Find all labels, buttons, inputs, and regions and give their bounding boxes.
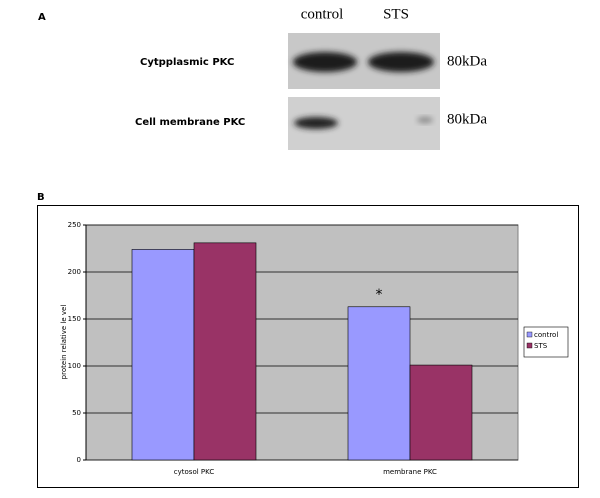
lane-label: STS <box>383 6 409 22</box>
x-tick-label: membrane PKC <box>383 468 437 476</box>
y-tick-label: 250 <box>68 221 81 229</box>
annotation: * <box>376 287 383 303</box>
bar <box>347 306 411 461</box>
legend-swatch <box>526 342 533 349</box>
blot-band <box>294 117 338 129</box>
row-label: Cytpplasmic PKC <box>140 57 234 68</box>
panel-label: B <box>37 192 45 203</box>
size-label: 80kDa <box>447 111 487 127</box>
blot-band <box>417 117 433 123</box>
legend-swatch <box>526 331 533 338</box>
y-tick-label: 150 <box>68 315 81 323</box>
y-tick-label: 100 <box>68 362 81 370</box>
lane-label: control <box>301 6 344 22</box>
bar <box>131 249 195 461</box>
y-tick-label: 0 <box>77 456 81 464</box>
blot-band <box>368 52 434 72</box>
legend-label: STS <box>534 342 548 350</box>
y-axis-label: protein relative le vel <box>60 305 68 380</box>
y-tick-label: 50 <box>72 409 81 417</box>
size-label: 80kDa <box>447 53 487 69</box>
y-tick-label: 200 <box>68 268 81 276</box>
panel-label: A <box>38 12 46 23</box>
bar <box>193 242 257 461</box>
bar <box>409 364 473 461</box>
blot-band <box>293 52 357 72</box>
row-label: Cell membrane PKC <box>135 117 245 128</box>
x-tick-label: cytosol PKC <box>174 468 215 476</box>
legend-label: control <box>534 331 558 339</box>
